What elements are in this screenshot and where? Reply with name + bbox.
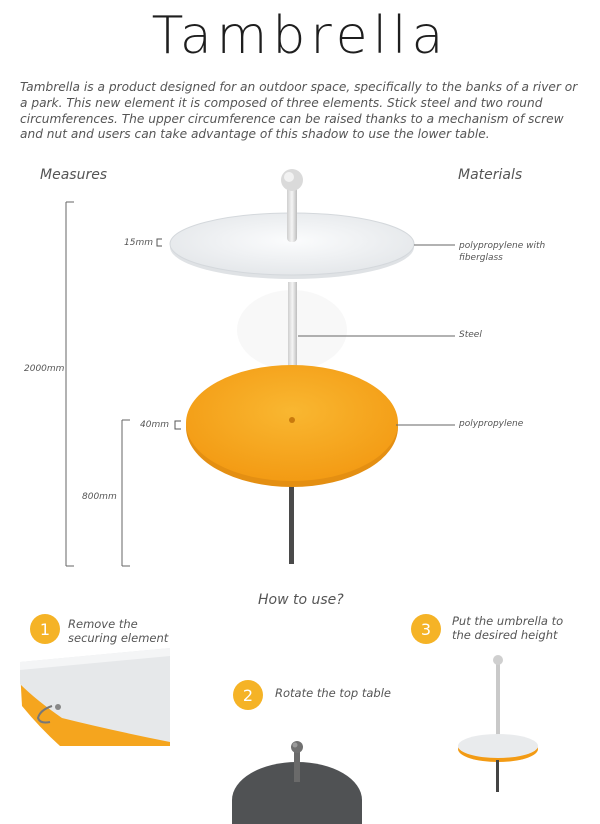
- table-thickness-label: 40mm: [140, 420, 169, 430]
- table-thickness-bracket: [174, 420, 181, 430]
- materials-heading: Materials: [458, 167, 523, 183]
- material-table-label: polypropylene: [459, 419, 524, 429]
- step3-text: Put the umbrella to the desired height: [452, 614, 564, 642]
- step2-number-badge: 2: [233, 680, 263, 710]
- material-stick-label: Steel: [459, 330, 482, 340]
- table-height-label: 800mm: [82, 492, 117, 502]
- how-to-use-heading: How to use?: [258, 592, 344, 608]
- intro-paragraph: Tambrella is a product designed for an o…: [20, 80, 578, 142]
- step2-image: [232, 741, 362, 824]
- step1-number-badge: 1: [30, 614, 60, 644]
- step1-text: Remove the securing element: [68, 617, 169, 645]
- step1-image: [20, 648, 170, 746]
- pole-top: [287, 186, 297, 242]
- pole-middle: [288, 282, 297, 422]
- step3-image: [458, 655, 538, 792]
- top-thickness-label: 15mm: [124, 238, 153, 248]
- step2-text: Rotate the top table: [275, 686, 391, 700]
- table-height-bracket: [121, 419, 130, 567]
- total-height-label: 2000mm: [24, 364, 65, 374]
- pole-lower: [289, 480, 294, 564]
- step3-number-badge: 3: [411, 614, 441, 644]
- top-thickness-bracket: [156, 238, 162, 247]
- measures-heading: Measures: [40, 167, 108, 183]
- page-title: Tambrella: [151, 6, 449, 66]
- total-height-bracket: [65, 201, 74, 567]
- material-top-label: polypropylene with fiberglass: [459, 241, 546, 263]
